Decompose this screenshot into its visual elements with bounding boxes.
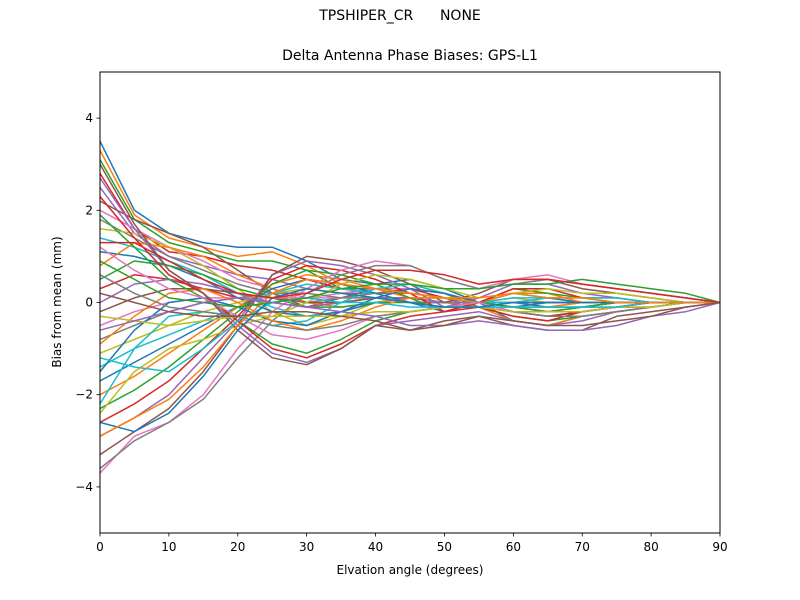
figure-suptitle: TPSHIPER_CR NONE xyxy=(319,8,481,24)
series-line-29 xyxy=(99,274,720,414)
series-line-34 xyxy=(99,196,720,359)
y-axis: −4 −2 0 2 4 xyxy=(75,111,100,494)
y-axis-label: Bias from mean (mm) xyxy=(50,236,64,367)
x-tick-label: 30 xyxy=(299,540,314,554)
series-line-40 xyxy=(99,297,720,373)
series-line-7 xyxy=(99,209,720,313)
x-tick-label: 60 xyxy=(506,540,521,554)
series-line-43 xyxy=(99,260,721,308)
series-line-5 xyxy=(99,186,720,318)
series-line-46 xyxy=(99,292,721,331)
x-tick-label: 70 xyxy=(575,540,590,554)
y-tick-label: 4 xyxy=(85,111,93,125)
y-tick-label: −2 xyxy=(75,388,93,402)
series-line-45 xyxy=(99,297,721,331)
x-tick-label: 80 xyxy=(643,540,658,554)
chart-title: Delta Antenna Phase Biases: GPS-L1 xyxy=(282,48,538,64)
x-axis-label: Elvation angle (degrees) xyxy=(337,563,484,577)
x-axis: 0 10 20 30 40 50 60 70 80 90 xyxy=(96,533,728,554)
y-tick-label: −4 xyxy=(75,480,93,494)
series-line-28 xyxy=(99,264,721,470)
y-tick-label: 2 xyxy=(85,203,93,217)
series-line-42 xyxy=(99,278,720,437)
x-tick-label: 40 xyxy=(368,540,383,554)
x-tick-label: 20 xyxy=(230,540,245,554)
series-layer xyxy=(99,140,721,474)
y-tick-label: 0 xyxy=(85,296,93,310)
x-tick-label: 90 xyxy=(712,540,727,554)
series-line-44 xyxy=(100,241,721,304)
x-tick-label: 0 xyxy=(96,540,104,554)
series-line-36 xyxy=(99,163,721,366)
x-tick-label: 50 xyxy=(437,540,452,554)
x-tick-label: 10 xyxy=(161,540,176,554)
